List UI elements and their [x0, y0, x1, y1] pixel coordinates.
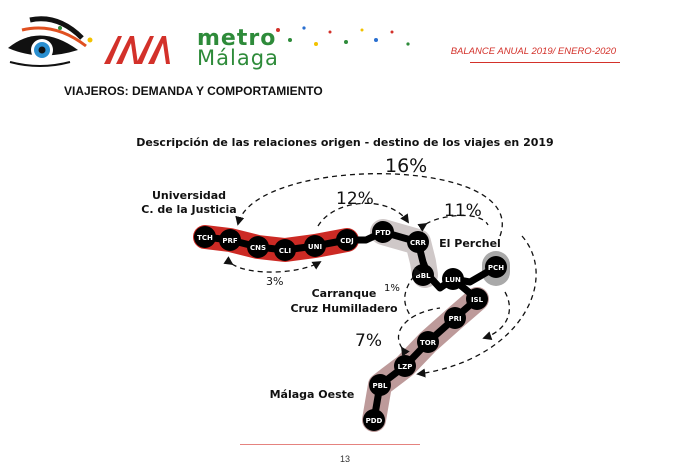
page-number: 13	[339, 454, 350, 464]
confetti-decoration	[58, 26, 93, 43]
diagram-title: Descripción de las relaciones origen - d…	[136, 136, 554, 149]
pct-label-3: 3%	[266, 275, 283, 288]
report-label: BALANCE ANUAL 2019/ ENERO-2020	[450, 46, 616, 57]
flow-arrow-3	[223, 256, 322, 273]
station-pch[interactable]: PCH	[485, 256, 507, 278]
flow-arrow-16	[235, 173, 503, 237]
station-cdj[interactable]: CDJ	[336, 229, 358, 251]
station-pri[interactable]: PRI	[444, 307, 466, 329]
station-crr[interactable]: CRR	[407, 231, 429, 253]
station-bbl[interactable]: BBL	[412, 264, 434, 286]
station-isl[interactable]: ISL	[466, 288, 488, 310]
eye-logo-icon	[8, 16, 87, 67]
pct-label-11: 11%	[444, 201, 482, 221]
brand-name-line1: metro	[197, 26, 277, 51]
area-label-perchel: El Perchel	[439, 237, 501, 250]
flow-arrow-12	[317, 202, 410, 227]
svg-text:PCH: PCH	[488, 264, 504, 272]
svg-text:CNS: CNS	[250, 244, 266, 252]
svg-text:CDJ: CDJ	[340, 237, 354, 245]
mm-logo-icon	[104, 36, 170, 64]
svg-text:ISL: ISL	[471, 296, 484, 304]
station-lzp[interactable]: LZP	[394, 355, 416, 377]
section-title: VIAJEROS: DEMANDA Y COMPORTAMIENTO	[64, 84, 323, 98]
area-label-carranque-1: Carranque	[312, 287, 377, 300]
pct-label-12: 12%	[336, 189, 374, 209]
flow-arrow-1	[404, 267, 423, 319]
area-label-oeste: Málaga Oeste	[270, 388, 355, 401]
station-lun[interactable]: LUN	[442, 268, 464, 290]
svg-text:PDD: PDD	[366, 417, 383, 425]
station-tch[interactable]: TCH	[194, 226, 216, 248]
svg-text:CLI: CLI	[279, 247, 291, 255]
pct-label-1: 1%	[384, 283, 400, 294]
station-uni[interactable]: UNI	[304, 235, 326, 257]
station-tor[interactable]: TOR	[417, 331, 439, 353]
svg-text:LZP: LZP	[398, 363, 413, 371]
confetti-decoration-right	[276, 26, 410, 46]
station-pdd[interactable]: PDD	[363, 409, 385, 431]
station-cns[interactable]: CNS	[247, 236, 269, 258]
flow-arrow-to-oeste	[416, 235, 537, 378]
area-label-universidad-2: C. de la Justicia	[141, 203, 236, 216]
svg-text:CRR: CRR	[410, 239, 427, 247]
flow-arrow-7	[397, 307, 441, 357]
area-label-carranque-2: Cruz Humilladero	[290, 302, 398, 315]
svg-text:BBL: BBL	[415, 272, 431, 280]
station-cli[interactable]: CLI	[274, 239, 296, 261]
brand-name-line2: Málaga	[197, 46, 279, 70]
pct-label-16: 16%	[385, 155, 427, 177]
svg-text:PTD: PTD	[375, 229, 391, 237]
pct-label-7: 7%	[355, 331, 382, 351]
station-prf[interactable]: PRF	[219, 229, 241, 251]
flow-arrow-branch	[482, 291, 510, 341]
station-ptd[interactable]: PTD	[372, 221, 394, 243]
svg-text:PRF: PRF	[222, 237, 238, 245]
svg-text:TCH: TCH	[197, 234, 213, 242]
footer-divider	[240, 444, 420, 445]
svg-text:UNI: UNI	[308, 243, 322, 251]
svg-text:LUN: LUN	[445, 276, 461, 284]
header-divider	[470, 62, 620, 63]
station-pbl[interactable]: PBL	[369, 374, 391, 396]
area-label-universidad-1: Universidad	[152, 189, 226, 202]
metro-malaga-logo	[8, 16, 170, 67]
svg-text:TOR: TOR	[420, 339, 437, 347]
svg-text:PBL: PBL	[373, 382, 388, 390]
svg-text:PRI: PRI	[448, 315, 461, 323]
